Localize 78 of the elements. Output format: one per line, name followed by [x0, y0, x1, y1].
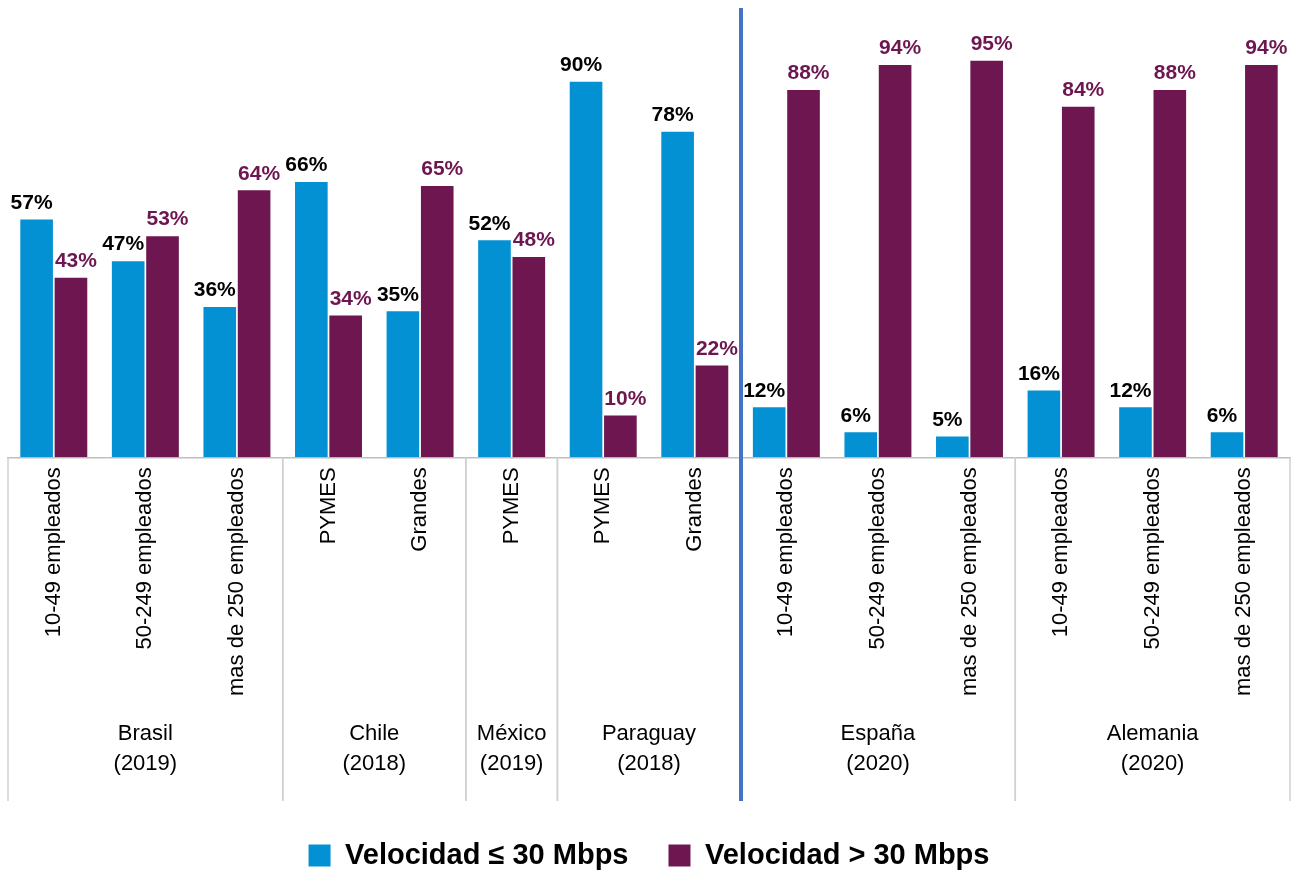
- bar: [936, 436, 969, 458]
- x-tick-label: 10-49 empleados: [39, 467, 65, 638]
- data-label: 47%: [102, 231, 145, 255]
- x-tick-label: 50-249 empleados: [1138, 467, 1164, 650]
- bar: [237, 190, 271, 458]
- data-label: 95%: [970, 31, 1014, 55]
- bar: [695, 365, 729, 458]
- bar: [878, 65, 912, 458]
- data-label: 12%: [743, 377, 786, 401]
- x-tick-label: mas de 250 empleados: [955, 467, 981, 696]
- text: México (2019): [476, 720, 547, 776]
- bar: [569, 81, 603, 458]
- data-label: 16%: [1017, 360, 1061, 384]
- text: Chile (2018): [342, 720, 407, 776]
- bar: [20, 219, 53, 458]
- bar: [146, 236, 179, 458]
- data-label: 78%: [651, 102, 694, 126]
- bar: [844, 432, 878, 458]
- x-tick-label: mas de 250 empleados: [222, 467, 248, 696]
- bar: [111, 261, 145, 458]
- data-label: 6%: [1206, 402, 1238, 426]
- bar: [1061, 106, 1095, 458]
- bar: [203, 307, 237, 458]
- bar: [420, 186, 454, 458]
- data-label: 12%: [1109, 377, 1152, 401]
- data-label: 94%: [1245, 35, 1288, 59]
- text: Paraguay (2018): [601, 720, 697, 776]
- text: España (2020): [840, 720, 916, 776]
- bar: [1027, 390, 1061, 458]
- bar: [54, 277, 88, 458]
- data-label: 66%: [285, 152, 328, 176]
- x-tick-label: 50-249 empleados: [863, 467, 889, 650]
- x-tick-label: mas de 250 empleados: [1230, 467, 1256, 696]
- x-tick-label: PYMES: [589, 467, 615, 545]
- data-label: 10%: [604, 385, 647, 409]
- data-label: 22%: [695, 335, 739, 359]
- x-tick-label: Grandes: [406, 467, 432, 552]
- data-label: 35%: [376, 281, 420, 305]
- x-tick-label: PYMES: [314, 467, 340, 545]
- legend-label: Velocidad ≤ 30 Mbps: [345, 837, 629, 870]
- x-tick-label: PYMES: [497, 467, 523, 545]
- bar: [604, 415, 637, 458]
- data-label: 84%: [1062, 77, 1105, 101]
- data-label: 36%: [193, 277, 237, 301]
- bar: [1210, 432, 1244, 458]
- data-label: 43%: [54, 248, 98, 272]
- x-tick-label: Grandes: [680, 467, 706, 552]
- data-label: 53%: [146, 206, 189, 230]
- data-label: 94%: [879, 35, 922, 59]
- x-tick-label: 50-249 empleados: [131, 467, 157, 650]
- text: Alemania (2020): [1106, 720, 1200, 776]
- data-label: 5%: [932, 406, 963, 430]
- data-label: 90%: [560, 52, 603, 76]
- bar: [1153, 90, 1187, 458]
- data-label: 88%: [1153, 60, 1197, 84]
- data-label: 34%: [329, 285, 373, 309]
- bar: [329, 315, 362, 458]
- data-label: 65%: [421, 156, 464, 180]
- data-label: 6%: [840, 402, 872, 426]
- bar: [787, 90, 820, 458]
- x-tick-label: 10-49 empleados: [772, 467, 798, 638]
- data-label: 88%: [787, 60, 830, 84]
- data-label: 57%: [10, 189, 53, 213]
- bar: [752, 407, 786, 458]
- x-tick-label: 10-49 empleados: [1047, 467, 1073, 638]
- bar: [970, 60, 1003, 458]
- bar: [1245, 65, 1278, 458]
- bar: [386, 311, 420, 458]
- data-label: 64%: [238, 160, 281, 184]
- bar: [1119, 407, 1152, 458]
- bar: [512, 257, 546, 458]
- legend-label: Velocidad > 30 Mbps: [704, 837, 990, 870]
- data-label: 52%: [468, 210, 511, 234]
- text: Brasil (2019): [113, 720, 178, 776]
- data-label: 48%: [512, 227, 556, 251]
- bar: [295, 181, 328, 458]
- bar: [661, 131, 694, 458]
- bar: [478, 240, 511, 458]
